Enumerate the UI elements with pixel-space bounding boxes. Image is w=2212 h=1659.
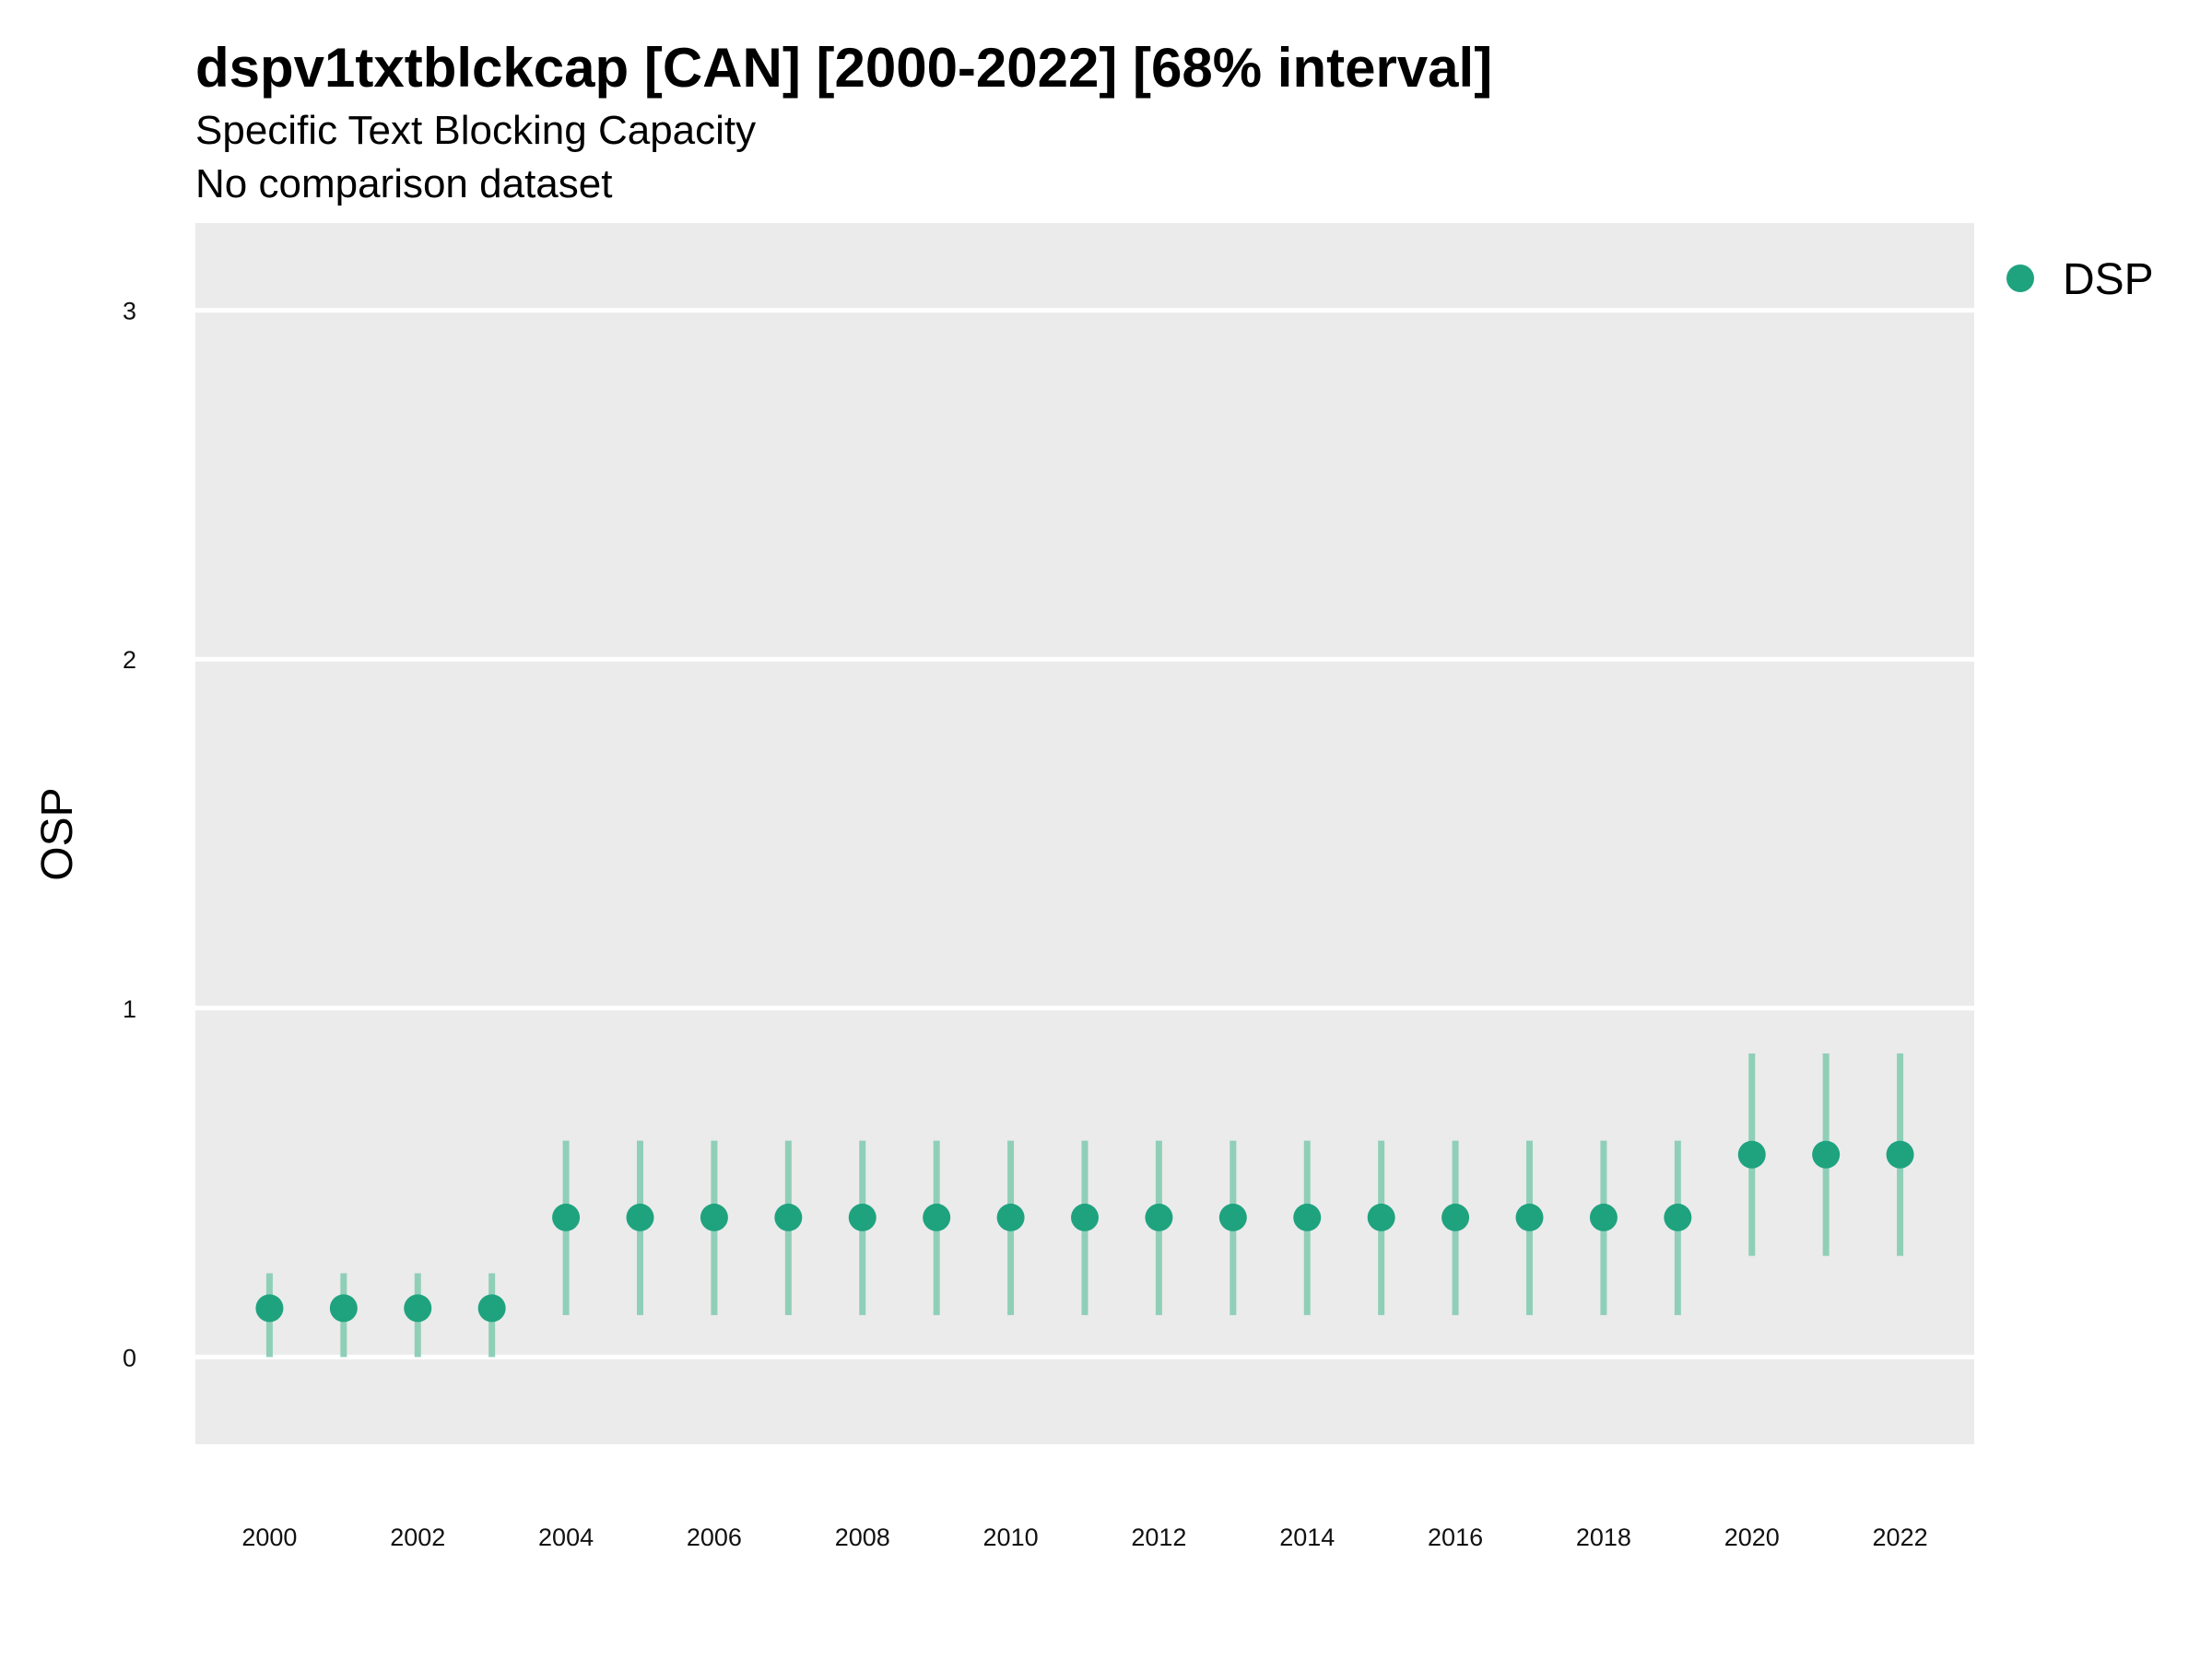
data-point-2006 [700, 1203, 728, 1231]
chart-title: dspv1txtblckcap [CAN] [2000-2022] [68% i… [195, 37, 1492, 99]
data-point-2015 [1367, 1203, 1395, 1231]
x-tick-label: 2018 [1576, 1524, 1631, 1551]
data-point-2017 [1515, 1203, 1544, 1231]
x-tick-label: 2022 [1873, 1524, 1928, 1551]
data-point-2022 [1886, 1140, 1914, 1169]
x-tick-label: 2006 [687, 1524, 742, 1551]
y-axis-title: OSP [33, 787, 82, 880]
y-tick-label: 1 [123, 995, 136, 1023]
data-point-2002 [404, 1294, 432, 1323]
x-tick-label: 2002 [390, 1524, 445, 1551]
data-point-2020 [1737, 1140, 1766, 1169]
x-tick-label: 2012 [1131, 1524, 1186, 1551]
data-point-2007 [774, 1203, 803, 1231]
x-tick-label: 2010 [983, 1524, 1039, 1551]
chart-subtitle: Specific Text Blocking Capacity [195, 108, 756, 153]
data-point-2021 [1812, 1140, 1841, 1169]
data-point-2011 [1071, 1203, 1099, 1231]
x-tick-label: 2020 [1724, 1524, 1780, 1551]
data-point-2003 [477, 1294, 506, 1323]
data-point-2018 [1589, 1203, 1618, 1231]
x-tick-label: 2008 [835, 1524, 890, 1551]
data-point-2010 [996, 1203, 1025, 1231]
x-axis-ticks: 2000 2002 2004 2006 2008 2010 2012 2014 2016 2018… [241, 1524, 1927, 1551]
data-point-2013 [1218, 1203, 1247, 1231]
data-point-2014 [1293, 1203, 1322, 1231]
data-point-2004 [552, 1203, 581, 1231]
data-point-2005 [626, 1203, 654, 1231]
data-point-2001 [329, 1294, 358, 1323]
y-tick-label: 2 [123, 646, 136, 674]
chart-caption-line: No comparison dataset [195, 161, 612, 206]
data-point-2019 [1664, 1203, 1692, 1231]
y-axis-ticks: 0 1 2 3 [123, 298, 136, 1372]
legend-swatch-dsp [2006, 265, 2034, 292]
data-point-2000 [255, 1294, 284, 1323]
data-point-2009 [923, 1203, 951, 1231]
x-tick-label: 2004 [538, 1524, 594, 1551]
data-point-2008 [848, 1203, 877, 1231]
x-tick-label: 2016 [1428, 1524, 1483, 1551]
legend-label-dsp: DSP [2063, 255, 2154, 304]
data-points [255, 1140, 1914, 1323]
data-point-2016 [1441, 1203, 1470, 1231]
x-tick-label: 2000 [241, 1524, 297, 1551]
x-tick-label: 2014 [1279, 1524, 1335, 1551]
y-tick-label: 0 [123, 1344, 136, 1371]
data-point-2012 [1145, 1203, 1173, 1231]
legend: DSP [2006, 255, 2154, 304]
y-tick-label: 3 [123, 298, 136, 325]
